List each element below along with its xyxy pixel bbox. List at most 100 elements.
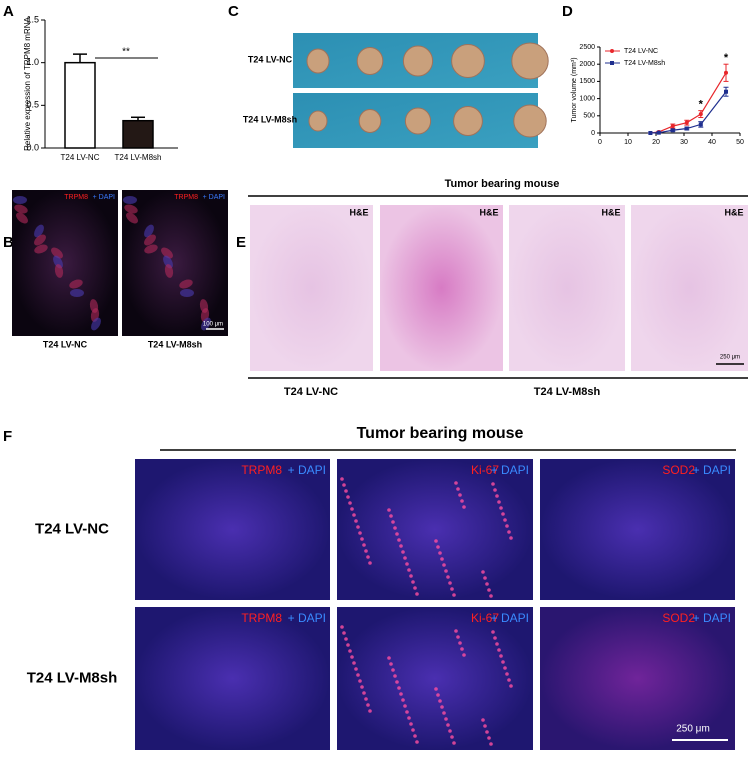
cell	[14, 204, 28, 214]
stain-label: SOD2	[662, 463, 695, 477]
y-tick-label: 0	[591, 130, 595, 137]
nucleus	[442, 711, 446, 715]
nucleus	[454, 629, 458, 633]
nucleus	[395, 680, 399, 684]
nucleus	[411, 580, 415, 584]
nucleus	[495, 642, 499, 646]
nucleus	[358, 679, 362, 683]
nucleus	[352, 661, 356, 665]
nucleus	[452, 593, 456, 597]
tumor	[402, 45, 434, 77]
tumor	[358, 109, 382, 133]
panel-letter: C	[228, 3, 239, 20]
nucleus	[344, 637, 348, 641]
nucleus	[350, 655, 354, 659]
nucleus	[368, 561, 372, 565]
nucleus	[444, 717, 448, 721]
row-label: T24 LV-NC	[248, 54, 293, 64]
stain-label: TRPM8	[64, 194, 88, 201]
micrograph	[135, 459, 330, 600]
nucleus	[442, 563, 446, 567]
bar	[122, 119, 154, 149]
nucleus	[493, 488, 497, 492]
nucleus	[413, 734, 417, 738]
nucleus	[360, 537, 364, 541]
x-tick-label: 50	[736, 139, 744, 146]
y-axis-label: Tumor volume (mm³)	[571, 57, 578, 122]
nucleus	[491, 630, 495, 634]
nucleus	[344, 489, 348, 493]
group-label: T24 LV-M8sh	[534, 386, 601, 398]
nucleus	[387, 656, 391, 660]
nucleus	[456, 635, 460, 639]
tumor	[511, 42, 549, 80]
cell	[201, 317, 211, 331]
cell	[16, 212, 28, 224]
nucleus	[485, 582, 489, 586]
panel-letter: F	[3, 428, 12, 445]
nucleus	[368, 709, 372, 713]
nucleus	[440, 705, 444, 709]
point	[698, 112, 703, 117]
legend-marker	[610, 49, 614, 53]
stain-label: TRPM8	[174, 194, 198, 201]
nucleus	[507, 530, 511, 534]
nucleus	[493, 636, 497, 640]
cell	[144, 234, 156, 246]
nucleus	[505, 524, 509, 528]
cell	[179, 279, 193, 289]
stain-label: TRPM8	[241, 611, 282, 625]
nucleus	[503, 518, 507, 522]
y-tick-label: 0.5	[26, 100, 39, 110]
x-tick-label: 40	[708, 139, 716, 146]
stain-label: + DAPI	[693, 463, 731, 477]
cell	[51, 247, 63, 259]
stain-label: H&E	[479, 207, 498, 217]
nucleus	[454, 481, 458, 485]
nucleus	[403, 556, 407, 560]
tumor	[306, 48, 330, 74]
nucleus	[362, 691, 366, 695]
nucleus	[497, 500, 501, 504]
legend-label: T24 LV-NC	[624, 48, 658, 55]
nucleus	[450, 735, 454, 739]
micrograph	[380, 205, 503, 371]
y-tick-label: 500	[583, 113, 595, 120]
stain-label: SOD2	[662, 611, 695, 625]
y-tick-label: 1.0	[26, 57, 39, 67]
nucleus	[509, 684, 513, 688]
micrograph	[337, 607, 533, 750]
nucleus	[458, 493, 462, 497]
stain-label: + DAPI	[288, 463, 326, 477]
point	[684, 120, 689, 125]
nucleus	[460, 499, 464, 503]
point	[670, 124, 675, 129]
panel-letter: E	[236, 234, 246, 251]
nucleus	[350, 507, 354, 511]
tumor	[513, 104, 547, 138]
nucleus	[434, 687, 438, 691]
row-label: T24 LV-NC	[35, 520, 109, 537]
micrograph	[250, 205, 373, 371]
x-tick-label: 20	[652, 139, 660, 146]
nucleus	[354, 667, 358, 671]
stain-label: H&E	[724, 207, 743, 217]
tumor	[404, 107, 432, 135]
x-tick-label: 10	[624, 139, 632, 146]
cell	[180, 289, 194, 297]
y-tick-label: 1500	[579, 78, 595, 85]
nucleus	[483, 576, 487, 580]
x-tick-label: 30	[680, 139, 688, 146]
stain-label: + DAPI	[93, 194, 115, 201]
micrograph	[509, 205, 625, 371]
legend-label: T24 LV-M8sh	[624, 60, 665, 67]
cell	[70, 289, 84, 297]
stain-label: + DAPI	[491, 463, 529, 477]
significance: *	[724, 52, 729, 64]
nucleus	[409, 574, 413, 578]
nucleus	[462, 653, 466, 657]
cell	[126, 212, 138, 224]
cell	[69, 279, 83, 289]
point	[648, 131, 653, 135]
nucleus	[403, 704, 407, 708]
